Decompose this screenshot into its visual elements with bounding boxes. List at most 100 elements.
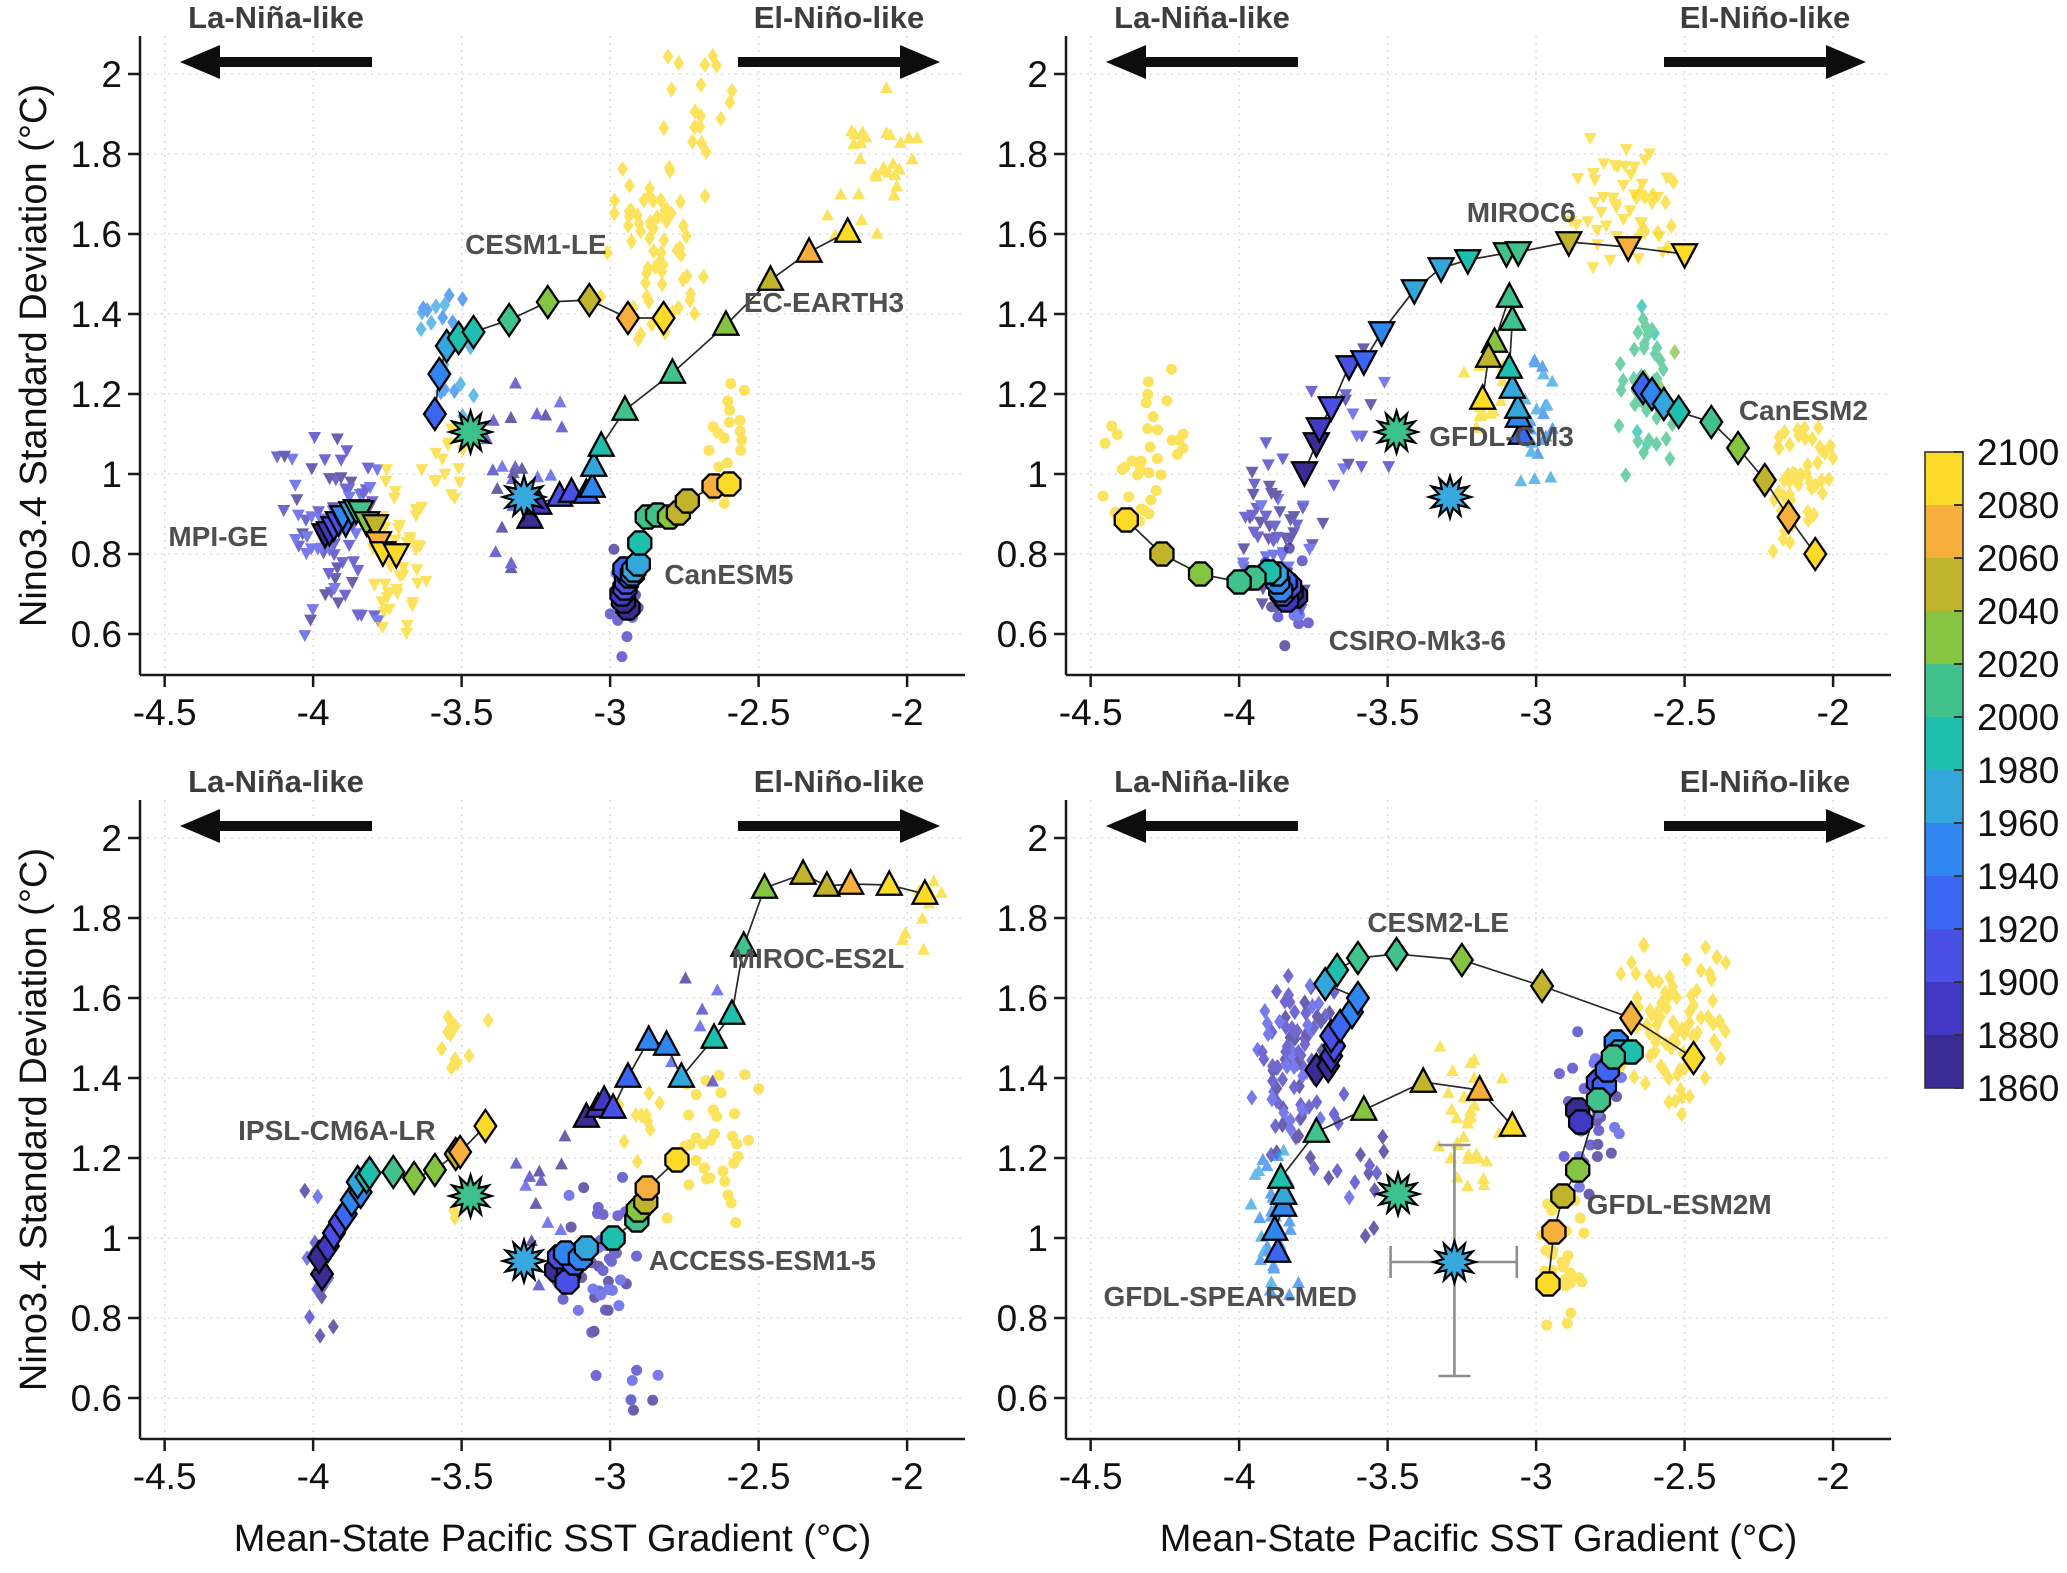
scatter-point-circle: [1142, 388, 1154, 400]
scatter-point-triangle-down: [1586, 167, 1600, 180]
obs-star-green-marker: [445, 1171, 496, 1221]
trajectory-marker-triangle-down: [1670, 243, 1699, 270]
scatter-point-triangle-down: [298, 630, 312, 643]
x-tick-label: -3: [1520, 1456, 1553, 1497]
trajectory-marker-diamond: [651, 299, 676, 337]
scatter-point-triangle-up: [1469, 1147, 1483, 1160]
scatter-point-diamond: [1823, 471, 1835, 488]
y-tick-label: 1.2: [997, 1138, 1048, 1179]
trajectory-marker-triangle-up: [1302, 1116, 1331, 1143]
x-tick-label: -2: [891, 692, 924, 733]
scatter-point-diamond: [638, 192, 650, 209]
scatter-point-triangle-down: [379, 475, 393, 488]
scatter-point-triangle-down: [1268, 520, 1282, 533]
scatter-point-diamond: [1668, 173, 1679, 190]
scatter-point-circle: [703, 445, 715, 457]
scatter-point-triangle-up: [529, 1196, 543, 1209]
scatter-point-triangle-down: [312, 506, 326, 519]
x-axis-title: Mean-State Pacific SST Gradient (°C): [1160, 1518, 1798, 1560]
scatter-point-diamond: [686, 133, 698, 150]
x-tick-label: -3: [594, 692, 627, 733]
x-tick-label: -2: [1817, 692, 1850, 733]
scatter-cluster-diamond: [658, 47, 738, 160]
scatter-point-diamond: [664, 162, 676, 179]
scatter-point-diamond: [724, 94, 736, 111]
trajectory-marker-triangle-down: [1613, 236, 1643, 263]
scatter-point-diamond: [1258, 1051, 1270, 1068]
scatter-point-diamond: [1676, 1106, 1688, 1123]
y-tick-label: 2: [101, 54, 122, 95]
trajectory-marker-triangle-up: [634, 1024, 664, 1051]
y-tick-label: 1.6: [997, 214, 1048, 255]
scatter-point-circle: [565, 1221, 577, 1233]
scatter-point-triangle-down: [406, 597, 420, 610]
x-tick-label: -4.5: [133, 1456, 197, 1497]
model-trajectory-GFDL-CM3: [1468, 281, 1536, 445]
model-label-CanESM2: CanESM2: [1739, 395, 1868, 426]
scatter-point-diamond: [1802, 504, 1814, 521]
scatter-point-diamond: [457, 291, 469, 308]
el-nino-arrow-icon: [738, 809, 940, 843]
scatter-point-diamond: [430, 298, 442, 315]
trajectory-marker-diamond: [615, 299, 641, 337]
scatter-point-diamond: [1695, 962, 1707, 979]
scatter-point-triangle-down: [1619, 144, 1633, 157]
scatter-point-diamond: [1288, 1059, 1300, 1076]
scatter-point-circle: [1591, 1151, 1603, 1163]
scatter-point-triangle-down: [382, 603, 396, 616]
scatter-point-triangle-up: [1282, 1288, 1296, 1301]
scatter-point-diamond: [1302, 1017, 1314, 1034]
scatter-point-circle: [1116, 463, 1128, 475]
scatter-cluster-triangle-up: [480, 376, 569, 574]
scatter-point-circle: [683, 1109, 695, 1121]
scatter-point-diamond: [1784, 436, 1796, 453]
y-tick-label: 1.2: [71, 374, 122, 415]
scatter-point-triangle-up: [532, 1278, 546, 1291]
plot-area-top-left: [270, 47, 924, 663]
trajectory-marker-triangle-up: [586, 430, 616, 457]
trajectory-marker-triangle-up: [1506, 418, 1536, 445]
model-label-GFDL-ESM2M: GFDL-ESM2M: [1587, 1189, 1772, 1220]
trajectory-marker-octagon: [1600, 1044, 1627, 1070]
scatter-point-diamond: [1332, 1115, 1344, 1132]
model-trajectory-IPSL-CM6A-LR: [306, 1107, 498, 1293]
colorbar-label: 1960: [1977, 803, 2059, 844]
scatter-point-circle: [709, 1128, 721, 1140]
scatter-point-circle: [1283, 542, 1295, 554]
scatter-point-diamond: [661, 201, 673, 218]
scatter-point-circle: [729, 1108, 741, 1120]
scatter-point-triangle-down: [442, 437, 456, 450]
scatter-point-triangle-up: [504, 410, 518, 423]
trajectory-marker-diamond: [422, 395, 448, 433]
scatter-point-circle: [1138, 504, 1150, 516]
scatter-point-triangle-up: [486, 413, 500, 426]
scatter-point-diamond: [1378, 1143, 1390, 1160]
scatter-point-circle: [1134, 464, 1146, 476]
la-nina-arrow-icon: [1106, 809, 1298, 843]
scatter-point-triangle-down: [1627, 161, 1641, 174]
scatter-point-triangle-down: [1623, 205, 1637, 218]
scatter-point-triangle-up: [1524, 444, 1538, 457]
scatter-point-diamond: [1802, 456, 1814, 473]
scatter-point-circle: [1142, 376, 1154, 388]
scatter-point-diamond: [1283, 987, 1294, 1004]
scatter-point-diamond: [642, 1113, 654, 1130]
trajectory-marker-octagon: [1567, 1109, 1594, 1135]
scatter-point-triangle-down: [300, 531, 314, 544]
scatter-cluster-diamond: [436, 1009, 494, 1076]
scatter-point-diamond: [667, 304, 678, 321]
colorbar-label: 1880: [1977, 1015, 2059, 1056]
scatter-point-circle: [557, 1293, 569, 1305]
scatter-point-diamond: [644, 1121, 656, 1138]
scatter-point-diamond: [648, 220, 659, 237]
scatter-point-triangle-up: [1457, 365, 1471, 378]
trajectory-marker-diamond: [401, 1159, 427, 1197]
scatter-point-circle: [704, 1172, 716, 1184]
colorbar-segment: [1925, 929, 1963, 983]
scatter-point-circle: [722, 395, 734, 407]
scatter-point-triangle-down: [1261, 459, 1275, 472]
scatter-point-triangle-down: [415, 464, 429, 477]
scatter-point-diamond: [1630, 965, 1642, 982]
scatter-point-triangle-up: [695, 1002, 709, 1015]
scatter-point-triangle-down: [1245, 466, 1259, 479]
